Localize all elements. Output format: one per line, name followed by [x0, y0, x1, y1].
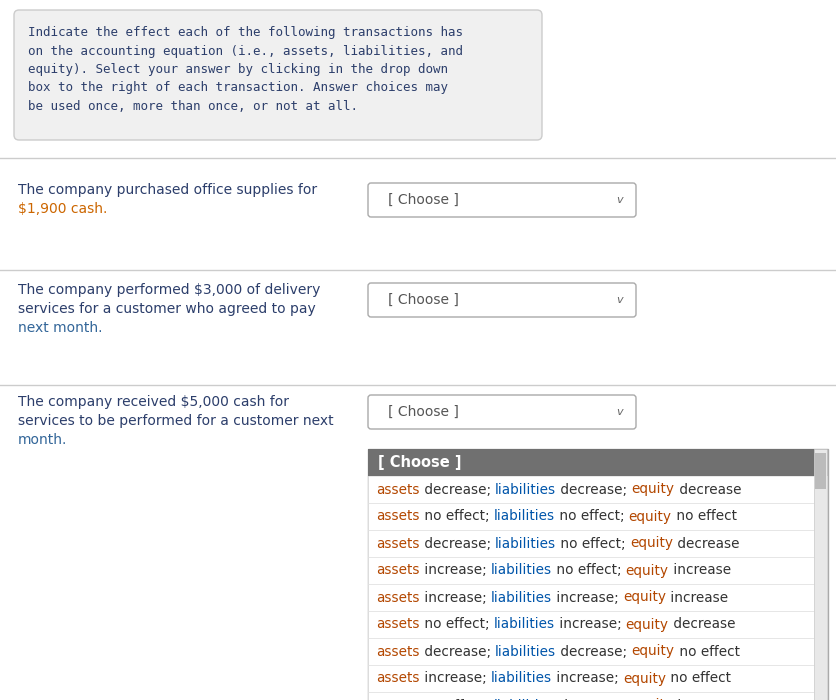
Bar — [368, 530, 814, 557]
Text: decrease;: decrease; — [420, 536, 495, 550]
Text: assets: assets — [376, 482, 420, 496]
Text: v: v — [617, 407, 624, 417]
Bar — [368, 503, 814, 530]
Text: assets: assets — [376, 536, 420, 550]
FancyBboxPatch shape — [368, 395, 636, 429]
Text: no effect;: no effect; — [556, 536, 630, 550]
Bar — [814, 449, 827, 700]
Text: increase;: increase; — [552, 591, 623, 605]
Text: increase;: increase; — [554, 617, 626, 631]
Bar — [368, 611, 814, 638]
Text: Indicate the effect each of the following transactions has
on the accounting equ: Indicate the effect each of the followin… — [28, 26, 463, 113]
Text: increase: increase — [673, 699, 735, 700]
Text: decrease;: decrease; — [556, 645, 632, 659]
Text: no effect: no effect — [675, 645, 740, 659]
Text: increase;: increase; — [552, 671, 623, 685]
Text: v: v — [617, 195, 624, 205]
Text: no effect: no effect — [671, 510, 737, 524]
Text: equity: equity — [632, 482, 675, 496]
Text: liabilities: liabilities — [495, 645, 556, 659]
Text: v: v — [617, 295, 624, 305]
Text: increase;: increase; — [420, 591, 491, 605]
Text: month.: month. — [18, 433, 68, 447]
Text: liabilities: liabilities — [493, 617, 554, 631]
Bar — [368, 665, 814, 692]
Bar — [815, 453, 826, 489]
Text: liabilities: liabilities — [495, 482, 556, 496]
Text: assets: assets — [376, 564, 420, 577]
Text: liabilities: liabilities — [493, 699, 554, 700]
Text: liabilities: liabilities — [495, 536, 556, 550]
Bar — [368, 449, 828, 700]
Text: decrease: decrease — [669, 617, 735, 631]
Bar — [368, 692, 814, 700]
Text: equity: equity — [623, 671, 666, 685]
Text: liabilities: liabilities — [491, 564, 552, 577]
Text: [ Choose ]: [ Choose ] — [388, 293, 459, 307]
Text: The company received $5,000 cash for: The company received $5,000 cash for — [18, 395, 289, 409]
Text: liabilities: liabilities — [491, 671, 552, 685]
Text: increase: increase — [669, 564, 731, 577]
Text: no effect;: no effect; — [420, 699, 493, 700]
Text: assets: assets — [376, 645, 420, 659]
Text: decrease;: decrease; — [420, 482, 495, 496]
Text: equity: equity — [626, 617, 669, 631]
Text: increase;: increase; — [420, 671, 491, 685]
Text: equity: equity — [629, 510, 671, 524]
FancyBboxPatch shape — [14, 10, 542, 140]
Text: services for a customer who agreed to pay: services for a customer who agreed to pa… — [18, 302, 316, 316]
Text: liabilities: liabilities — [493, 510, 554, 524]
Text: no effect;: no effect; — [552, 564, 626, 577]
FancyBboxPatch shape — [368, 183, 636, 217]
Bar — [368, 584, 814, 611]
Text: equity: equity — [623, 591, 666, 605]
Text: decrease;: decrease; — [556, 482, 632, 496]
Bar — [368, 476, 814, 503]
Text: decrease;: decrease; — [554, 699, 630, 700]
Text: liabilities: liabilities — [491, 591, 552, 605]
Text: services to be performed for a customer next: services to be performed for a customer … — [18, 414, 334, 428]
Text: increase;: increase; — [420, 564, 491, 577]
Bar — [368, 557, 814, 584]
Bar — [368, 449, 828, 476]
Text: no effect;: no effect; — [554, 510, 629, 524]
Text: assets: assets — [376, 699, 420, 700]
Text: assets: assets — [376, 510, 420, 524]
Text: next month.: next month. — [18, 321, 103, 335]
Text: no effect;: no effect; — [420, 510, 493, 524]
Text: equity: equity — [632, 645, 675, 659]
Text: The company performed $3,000 of delivery: The company performed $3,000 of delivery — [18, 283, 320, 297]
Text: [ Choose ]: [ Choose ] — [388, 193, 459, 207]
Text: equity: equity — [630, 536, 673, 550]
Text: no effect;: no effect; — [420, 617, 493, 631]
Text: [ Choose ]: [ Choose ] — [388, 405, 459, 419]
Bar — [368, 638, 814, 665]
Text: equity: equity — [626, 564, 669, 577]
Text: assets: assets — [376, 617, 420, 631]
Text: equity: equity — [630, 699, 673, 700]
Text: assets: assets — [376, 591, 420, 605]
Text: assets: assets — [376, 671, 420, 685]
FancyBboxPatch shape — [368, 283, 636, 317]
Text: The company purchased office supplies for: The company purchased office supplies fo… — [18, 183, 317, 197]
Text: decrease: decrease — [673, 536, 740, 550]
Text: increase: increase — [666, 591, 728, 605]
Text: decrease: decrease — [675, 482, 742, 496]
Text: $1,900 cash.: $1,900 cash. — [18, 202, 107, 216]
Text: [ Choose ]: [ Choose ] — [378, 455, 461, 470]
Text: decrease;: decrease; — [420, 645, 495, 659]
Text: no effect: no effect — [666, 671, 731, 685]
